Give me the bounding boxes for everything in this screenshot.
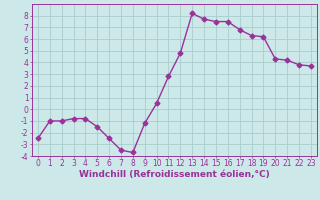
X-axis label: Windchill (Refroidissement éolien,°C): Windchill (Refroidissement éolien,°C) (79, 170, 270, 179)
